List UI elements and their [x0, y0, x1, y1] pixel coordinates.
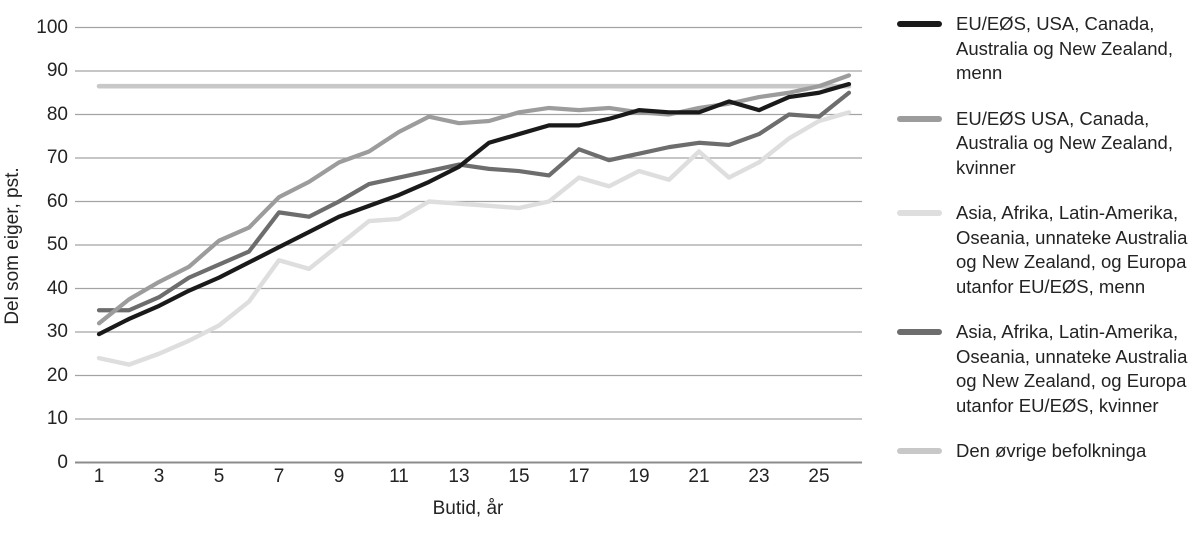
- legend-item-eu-eos-kvinner: EU/EØS USA, Canada, Australia og New Zea…: [897, 107, 1197, 181]
- legend-item-asia-afrika-kvinner: Asia, Afrika, Latin-Amerika, Oseania, un…: [897, 320, 1197, 418]
- y-tick-label: 40: [46, 277, 68, 299]
- legend-item-asia-afrika-menn: Asia, Afrika, Latin-Amerika, Oseania, un…: [897, 201, 1197, 299]
- legend-item-label: Den øvrige befolkninga: [956, 440, 1147, 461]
- legend-item-label: EU/EØS USA, Canada, Australia og New Zea…: [956, 107, 1173, 178]
- x-tick-label: 9: [333, 466, 345, 487]
- y-tick-label: 30: [46, 321, 68, 342]
- x-tick-label: 21: [688, 466, 710, 487]
- legend-swatch-asia-afrika-menn: [897, 210, 942, 216]
- x-tick-label: 25: [808, 466, 830, 487]
- y-tick-label: 0: [57, 451, 68, 473]
- y-tick-label: 10: [46, 408, 68, 429]
- y-tick-label: 70: [46, 147, 68, 168]
- x-tick-label: 1: [93, 466, 105, 487]
- legend-swatch-eu-eos-menn: [897, 21, 942, 27]
- legend-item-eu-eos-menn: EU/EØS, USA, Canada, Australia og New Ze…: [897, 12, 1197, 86]
- x-tick-label: 11: [389, 466, 409, 487]
- series-line-eu-eos-kvinner: [96, 73, 852, 326]
- legend-swatch-eu-eos-kvinner: [897, 115, 942, 122]
- y-tick-label: 60: [46, 190, 68, 212]
- y-tick-label: 50: [46, 234, 68, 255]
- x-tick-label: 13: [448, 466, 470, 487]
- legend-item-label: Asia, Afrika, Latin-Amerika, Oseania, un…: [956, 202, 1188, 297]
- y-tick-label: 20: [46, 364, 68, 386]
- y-axis-title: Del som eiger, pst.: [2, 167, 23, 325]
- legend-item-label: Asia, Afrika, Latin-Amerika, Oseania, un…: [956, 321, 1188, 416]
- series-line-asia-afrika-menn: [96, 110, 852, 367]
- legend: EU/EØS, USA, Canada, Australia og New Ze…: [897, 12, 1197, 464]
- x-axis-title: Butid, år: [432, 498, 504, 519]
- legend-swatch-asia-afrika-kvinner: [897, 329, 942, 335]
- legend-swatch-ovrige-befolkninga: [897, 448, 942, 454]
- legend-item-ovrige-befolkninga: Den øvrige befolkninga: [897, 439, 1197, 464]
- y-tick-label: 80: [46, 103, 68, 125]
- x-tick-label: 19: [628, 466, 650, 487]
- series-line-asia-afrika-kvinner: [96, 90, 852, 313]
- x-tick-label: 23: [748, 466, 770, 487]
- series-line-eu-eos-menn: [96, 81, 852, 337]
- y-tick-label: 100: [36, 16, 68, 38]
- y-tick-label: 90: [46, 60, 68, 81]
- x-tick-label: 3: [153, 466, 165, 487]
- x-tick-label: 5: [213, 466, 225, 487]
- x-tick-label: 15: [508, 466, 530, 487]
- x-tick-label: 17: [568, 466, 590, 487]
- legend-item-label: EU/EØS, USA, Canada, Australia og New Ze…: [956, 13, 1173, 83]
- x-tick-label: 7: [273, 466, 285, 487]
